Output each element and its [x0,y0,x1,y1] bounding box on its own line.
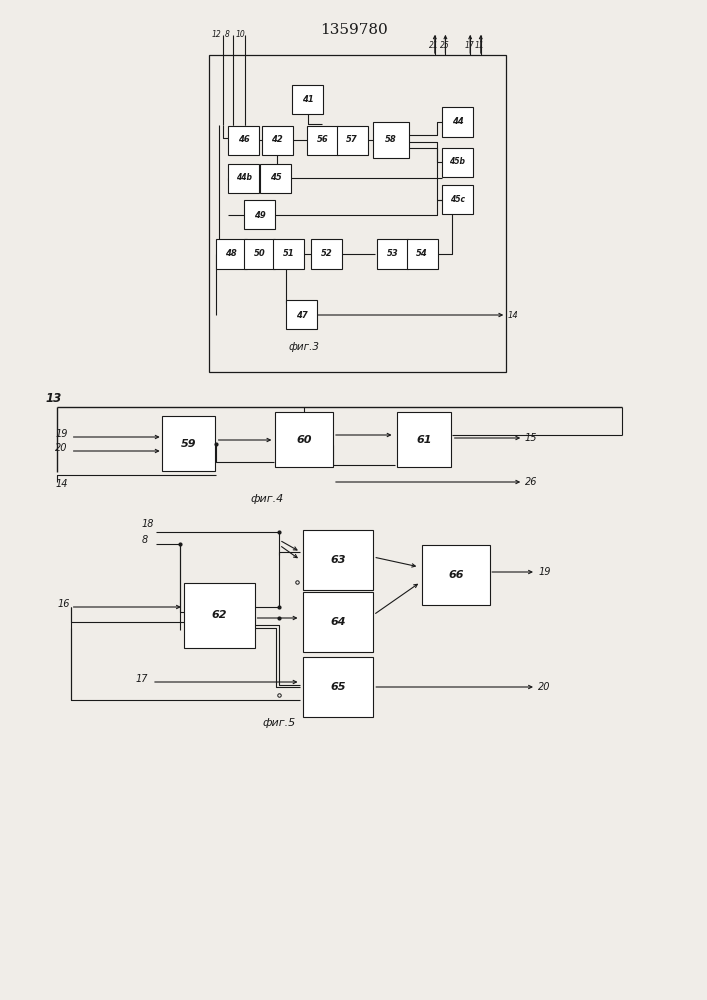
Text: 54: 54 [416,249,428,258]
Text: 14: 14 [55,479,68,489]
Text: 47: 47 [296,310,308,320]
FancyBboxPatch shape [337,125,368,154]
Text: 59: 59 [181,439,197,449]
FancyBboxPatch shape [184,582,255,648]
Text: 62: 62 [211,610,227,620]
Text: 19: 19 [55,429,68,439]
Text: 42: 42 [271,135,283,144]
Text: 15: 15 [525,433,537,443]
Text: 11: 11 [475,41,485,50]
Text: фиг.5: фиг.5 [262,718,296,728]
FancyBboxPatch shape [442,107,473,136]
Text: 17: 17 [464,41,474,50]
FancyBboxPatch shape [311,239,342,268]
Text: 61: 61 [416,435,432,445]
Text: 8: 8 [141,535,148,545]
FancyBboxPatch shape [216,239,247,268]
FancyBboxPatch shape [244,239,275,268]
FancyBboxPatch shape [292,85,323,114]
Text: 50: 50 [254,249,265,258]
Text: 60: 60 [296,435,312,445]
FancyBboxPatch shape [273,239,304,268]
Text: 58: 58 [385,135,397,144]
Text: 25: 25 [440,41,450,50]
Text: 65: 65 [330,682,346,692]
FancyBboxPatch shape [377,239,408,268]
FancyBboxPatch shape [423,545,489,605]
Text: 45b: 45b [450,157,465,166]
FancyBboxPatch shape [286,300,317,329]
Text: 13: 13 [46,392,62,405]
Text: 52: 52 [321,249,332,258]
FancyBboxPatch shape [163,416,215,471]
Text: 56: 56 [317,135,328,144]
Text: 8: 8 [225,30,230,39]
FancyBboxPatch shape [303,657,373,717]
FancyBboxPatch shape [307,125,338,154]
FancyBboxPatch shape [275,412,334,467]
FancyBboxPatch shape [303,592,373,652]
FancyBboxPatch shape [262,125,293,154]
Text: 1359780: 1359780 [320,23,387,37]
Text: 20: 20 [538,682,551,692]
Text: 20: 20 [55,443,68,453]
Text: 21: 21 [429,41,439,50]
Text: 48: 48 [226,249,237,258]
Text: 49: 49 [254,211,265,220]
Text: фиг.3: фиг.3 [288,342,320,352]
FancyBboxPatch shape [373,122,409,158]
FancyBboxPatch shape [228,163,259,192]
Text: 14: 14 [508,311,518,320]
FancyBboxPatch shape [260,163,291,192]
Text: 64: 64 [330,617,346,627]
Text: 44: 44 [452,117,463,126]
FancyBboxPatch shape [244,200,275,229]
Text: 57: 57 [346,135,358,144]
Text: 26: 26 [525,477,537,487]
Text: 51: 51 [283,249,294,258]
Text: 45: 45 [270,174,281,182]
Text: 66: 66 [448,570,464,580]
Text: фиг.4: фиг.4 [250,494,284,504]
Text: 12: 12 [212,30,222,39]
Text: 53: 53 [387,249,398,258]
Text: 10: 10 [235,30,245,39]
Text: 18: 18 [141,519,154,529]
FancyBboxPatch shape [397,412,451,467]
Text: 44b: 44b [236,174,252,182]
Text: 16: 16 [58,599,71,609]
Text: 41: 41 [302,96,313,104]
Text: 46: 46 [238,135,250,144]
FancyBboxPatch shape [407,239,438,268]
FancyBboxPatch shape [442,147,473,176]
Text: 17: 17 [136,674,148,684]
FancyBboxPatch shape [228,125,259,154]
FancyBboxPatch shape [442,185,473,214]
Text: 19: 19 [538,567,551,577]
Text: 63: 63 [330,555,346,565]
Text: 45c: 45c [450,196,465,205]
FancyBboxPatch shape [303,530,373,590]
